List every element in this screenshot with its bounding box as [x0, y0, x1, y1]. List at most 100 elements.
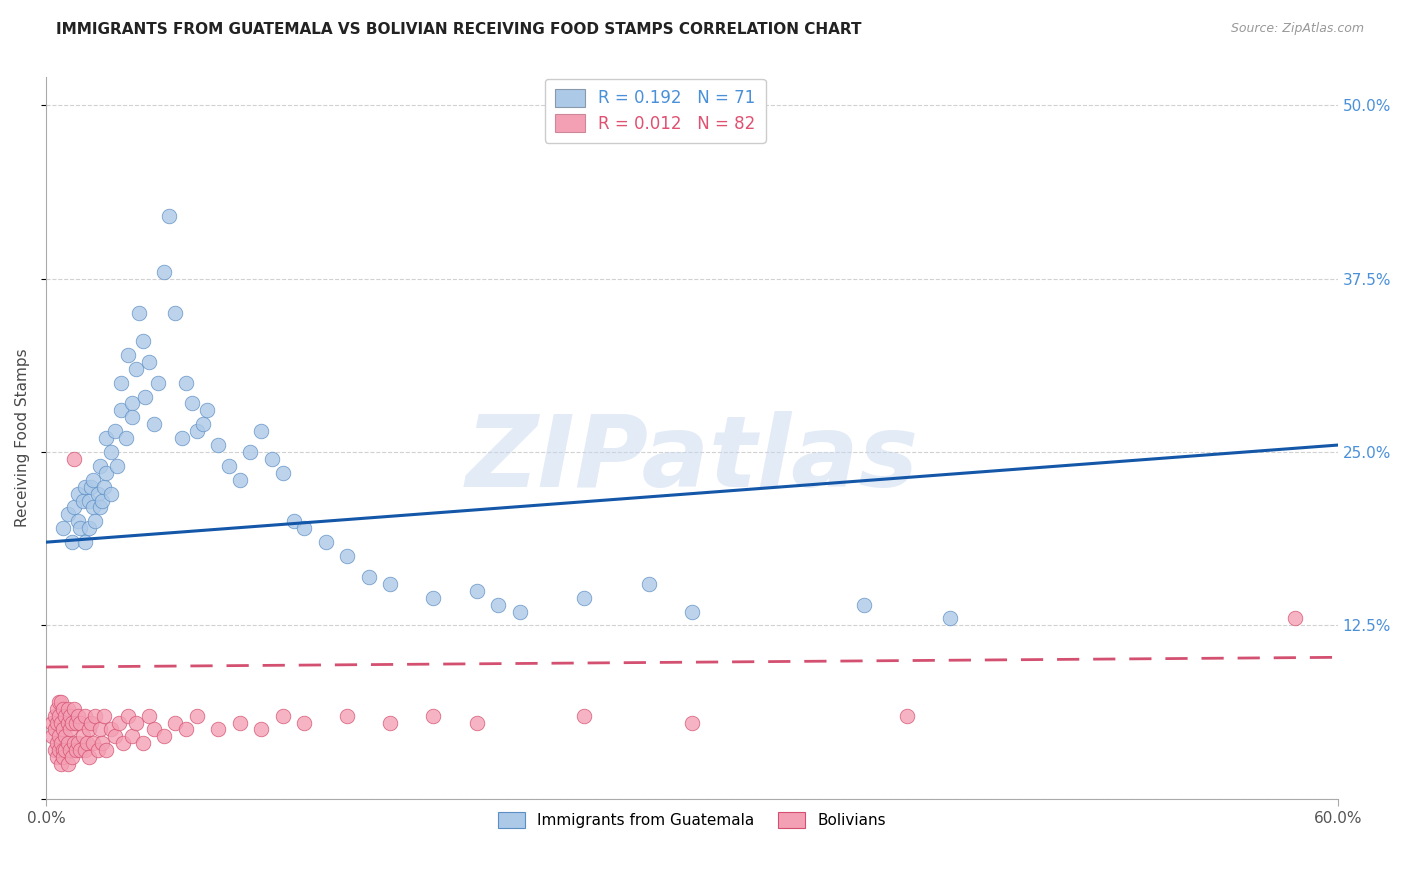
Point — [112, 736, 135, 750]
Point — [45, 701, 67, 715]
Point — [228, 715, 250, 730]
Point — [174, 376, 197, 390]
Point — [89, 723, 111, 737]
Point — [271, 466, 294, 480]
Text: ZIPatlas: ZIPatlas — [465, 411, 918, 508]
Point — [186, 708, 208, 723]
Point — [84, 514, 107, 528]
Point — [138, 355, 160, 369]
Point — [67, 736, 90, 750]
Point — [60, 750, 83, 764]
Point — [65, 743, 87, 757]
Point — [49, 736, 72, 750]
Point — [465, 583, 488, 598]
Point — [73, 708, 96, 723]
Point — [125, 715, 148, 730]
Point — [53, 730, 76, 744]
Point — [422, 708, 444, 723]
Point — [380, 576, 402, 591]
Point — [67, 708, 90, 723]
Point — [86, 743, 108, 757]
Point — [191, 417, 214, 432]
Point — [132, 736, 155, 750]
Point — [48, 743, 70, 757]
Point — [100, 445, 122, 459]
Point — [336, 708, 359, 723]
Point — [207, 438, 229, 452]
Point — [153, 730, 176, 744]
Point — [77, 493, 100, 508]
Point — [67, 486, 90, 500]
Point — [45, 736, 67, 750]
Point — [128, 306, 150, 320]
Point — [218, 458, 240, 473]
Point — [52, 701, 75, 715]
Point — [89, 458, 111, 473]
Point — [72, 493, 94, 508]
Point — [108, 715, 131, 730]
Point — [93, 480, 115, 494]
Point — [52, 521, 75, 535]
Point — [82, 500, 104, 515]
Point — [69, 521, 91, 535]
Point — [121, 730, 143, 744]
Point — [63, 452, 86, 467]
Point — [132, 334, 155, 348]
Point — [63, 736, 86, 750]
Point — [104, 730, 127, 744]
Point — [56, 508, 79, 522]
Point — [84, 708, 107, 723]
Point — [82, 736, 104, 750]
Point — [48, 708, 70, 723]
Y-axis label: Receiving Food Stamps: Receiving Food Stamps — [15, 349, 30, 527]
Point — [121, 396, 143, 410]
Point — [65, 715, 87, 730]
Point — [681, 605, 703, 619]
Text: IMMIGRANTS FROM GUATEMALA VS BOLIVIAN RECEIVING FOOD STAMPS CORRELATION CHART: IMMIGRANTS FROM GUATEMALA VS BOLIVIAN RE… — [56, 22, 862, 37]
Point — [465, 715, 488, 730]
Point — [76, 736, 98, 750]
Point — [89, 500, 111, 515]
Point — [82, 473, 104, 487]
Point — [315, 535, 337, 549]
Point — [260, 452, 283, 467]
Point — [93, 708, 115, 723]
Point — [292, 715, 315, 730]
Point — [77, 521, 100, 535]
Point — [170, 431, 193, 445]
Point — [45, 750, 67, 764]
Point — [52, 750, 75, 764]
Point — [939, 611, 962, 625]
Point — [80, 715, 103, 730]
Point — [174, 723, 197, 737]
Point — [121, 410, 143, 425]
Point — [1284, 611, 1306, 625]
Point — [80, 480, 103, 494]
Point — [45, 715, 67, 730]
Point — [165, 715, 187, 730]
Point — [77, 750, 100, 764]
Point — [228, 473, 250, 487]
Point — [59, 743, 82, 757]
Point — [48, 695, 70, 709]
Point — [114, 431, 136, 445]
Point — [197, 403, 219, 417]
Point — [110, 403, 132, 417]
Point — [63, 500, 86, 515]
Point — [117, 348, 139, 362]
Point — [44, 708, 66, 723]
Point — [73, 535, 96, 549]
Point — [49, 715, 72, 730]
Point — [96, 431, 118, 445]
Point — [52, 723, 75, 737]
Point — [146, 376, 169, 390]
Text: Source: ZipAtlas.com: Source: ZipAtlas.com — [1230, 22, 1364, 36]
Point — [250, 723, 273, 737]
Point — [572, 591, 595, 605]
Point — [44, 743, 66, 757]
Point — [853, 598, 876, 612]
Legend: Immigrants from Guatemala, Bolivians: Immigrants from Guatemala, Bolivians — [492, 805, 891, 835]
Point — [100, 486, 122, 500]
Point — [59, 723, 82, 737]
Point — [142, 417, 165, 432]
